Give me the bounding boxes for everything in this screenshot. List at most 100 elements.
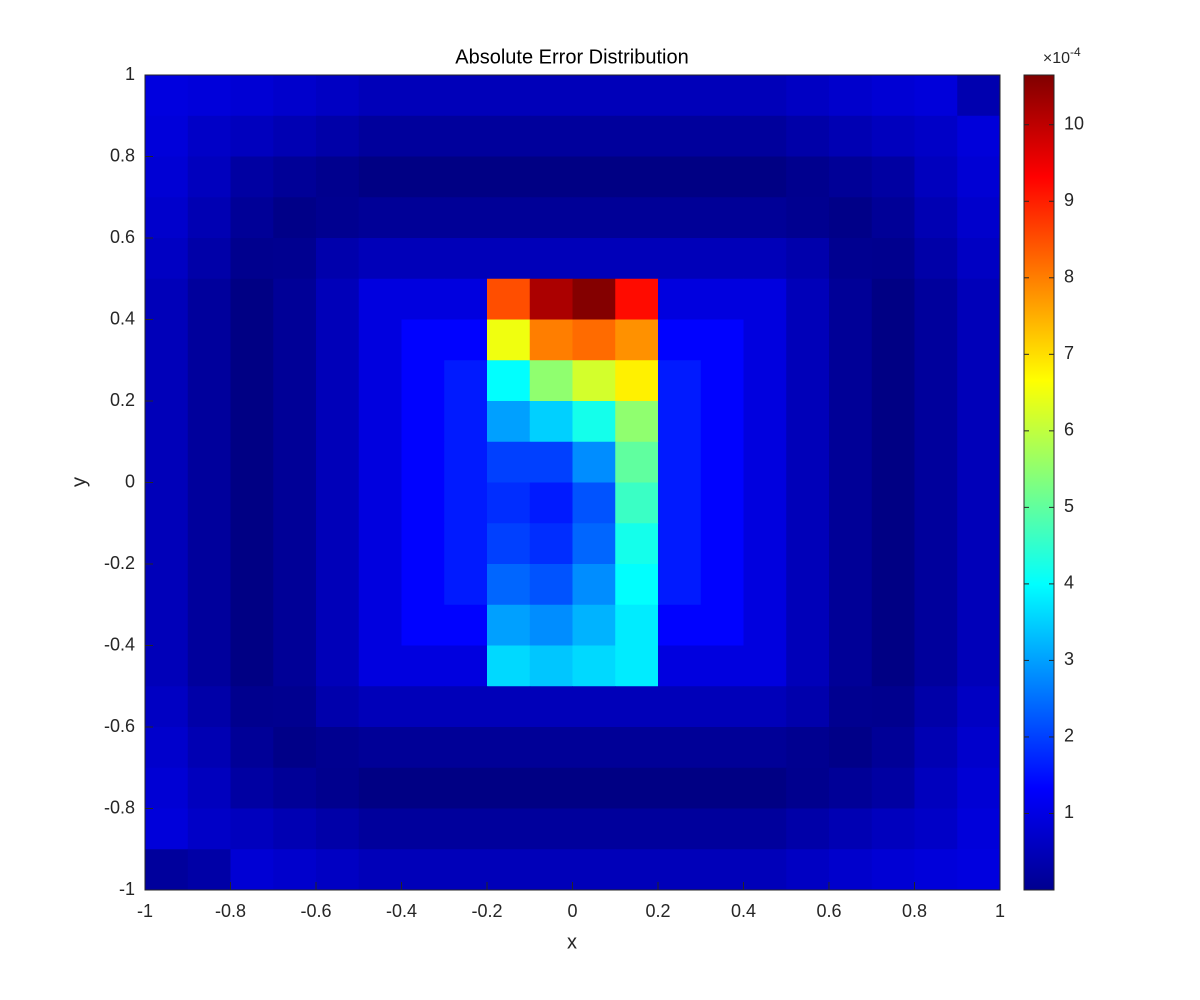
heatmap-cell xyxy=(444,156,488,198)
heatmap-cell xyxy=(829,767,873,809)
heatmap-cell xyxy=(145,564,189,606)
heatmap-cell xyxy=(230,197,274,239)
heatmap-cell xyxy=(700,115,744,157)
heatmap-cell xyxy=(358,727,402,769)
heatmap-cell xyxy=(572,278,616,320)
heatmap-cell xyxy=(358,849,402,891)
heatmap-cell xyxy=(615,75,659,117)
heatmap-cell xyxy=(316,482,360,524)
heatmap-cell xyxy=(187,278,231,320)
heatmap-cell xyxy=(572,197,616,239)
heatmap-cell xyxy=(871,197,915,239)
colorbar-tick-label: 3 xyxy=(1064,649,1074,669)
heatmap-cell xyxy=(444,319,488,361)
heatmap-cell xyxy=(871,727,915,769)
heatmap-cell xyxy=(444,564,488,606)
heatmap-cell xyxy=(401,360,445,402)
heatmap-cell xyxy=(914,156,958,198)
heatmap-cell xyxy=(914,482,958,524)
heatmap-cell xyxy=(572,319,616,361)
heatmap-cell xyxy=(401,523,445,565)
heatmap-cell xyxy=(529,686,573,728)
heatmap-cell xyxy=(871,319,915,361)
heatmap-cell xyxy=(273,115,317,157)
heatmap-cell xyxy=(829,156,873,198)
heatmap-cell xyxy=(358,360,402,402)
heatmap-cell xyxy=(529,849,573,891)
heatmap-cell xyxy=(871,482,915,524)
heatmap-cell xyxy=(187,401,231,443)
heatmap-cell xyxy=(914,75,958,117)
heatmap-cell xyxy=(487,808,531,850)
heatmap-cell xyxy=(786,75,830,117)
heatmap-cell xyxy=(358,75,402,117)
heatmap-cell xyxy=(658,441,702,483)
heatmap-cell xyxy=(829,482,873,524)
heatmap-cell xyxy=(529,767,573,809)
heatmap-cell xyxy=(444,482,488,524)
heatmap-cell xyxy=(316,604,360,646)
heatmap-cell xyxy=(829,849,873,891)
colorbar xyxy=(1023,74,1055,891)
heatmap-cell xyxy=(401,645,445,687)
heatmap-cell xyxy=(700,278,744,320)
heatmap-cell xyxy=(957,564,1001,606)
heatmap-cell xyxy=(957,604,1001,646)
heatmap-cell xyxy=(401,278,445,320)
heatmap-cell xyxy=(187,686,231,728)
heatmap-cell xyxy=(658,767,702,809)
heatmap-cell xyxy=(316,360,360,402)
heatmap-cell xyxy=(358,238,402,280)
heatmap-cell xyxy=(914,278,958,320)
heatmap-cell xyxy=(743,767,787,809)
heatmap-cell xyxy=(957,727,1001,769)
heatmap-cell xyxy=(615,523,659,565)
heatmap-cell xyxy=(786,360,830,402)
heatmap-cell xyxy=(572,156,616,198)
heatmap-cell xyxy=(957,401,1001,443)
heatmap-cell xyxy=(871,523,915,565)
heatmap-cell xyxy=(529,360,573,402)
heatmap-cell xyxy=(615,441,659,483)
colorbar-tick-label: 8 xyxy=(1064,267,1074,287)
heatmap-cell xyxy=(572,75,616,117)
heatmap-cell xyxy=(444,360,488,402)
heatmap-cell xyxy=(273,767,317,809)
heatmap-cell xyxy=(829,441,873,483)
heatmap-cell xyxy=(187,604,231,646)
heatmap-cell xyxy=(230,686,274,728)
heatmap-cell xyxy=(316,727,360,769)
heatmap-cell xyxy=(743,808,787,850)
heatmap-cell xyxy=(829,727,873,769)
heatmap-cell xyxy=(914,808,958,850)
heatmap-cell xyxy=(316,767,360,809)
heatmap-cell xyxy=(487,482,531,524)
heatmap-cell xyxy=(572,767,616,809)
heatmap-cell xyxy=(786,319,830,361)
heatmap-cell xyxy=(914,319,958,361)
heatmap-cell xyxy=(957,767,1001,809)
heatmap-cell xyxy=(786,604,830,646)
colorbar-multiplier: ×10 xyxy=(1043,50,1070,67)
heatmap-cell xyxy=(914,849,958,891)
heatmap-cell xyxy=(529,482,573,524)
heatmap-cell xyxy=(700,808,744,850)
heatmap-cell xyxy=(700,767,744,809)
heatmap-cell xyxy=(316,278,360,320)
heatmap-cell xyxy=(358,401,402,443)
y-tick-label: 0 xyxy=(125,471,135,491)
heatmap-cell xyxy=(273,156,317,198)
heatmap-cell xyxy=(444,238,488,280)
heatmap-cell xyxy=(700,401,744,443)
heatmap-cell xyxy=(572,115,616,157)
heatmap-cell xyxy=(957,278,1001,320)
heatmap-cell xyxy=(743,849,787,891)
heatmap-cell xyxy=(316,645,360,687)
colorbar-tick-label: 7 xyxy=(1064,343,1074,363)
heatmap-cell xyxy=(914,115,958,157)
heatmap-cell xyxy=(829,645,873,687)
heatmap-cell xyxy=(914,401,958,443)
heatmap-cell xyxy=(786,849,830,891)
heatmap-cell xyxy=(145,360,189,402)
